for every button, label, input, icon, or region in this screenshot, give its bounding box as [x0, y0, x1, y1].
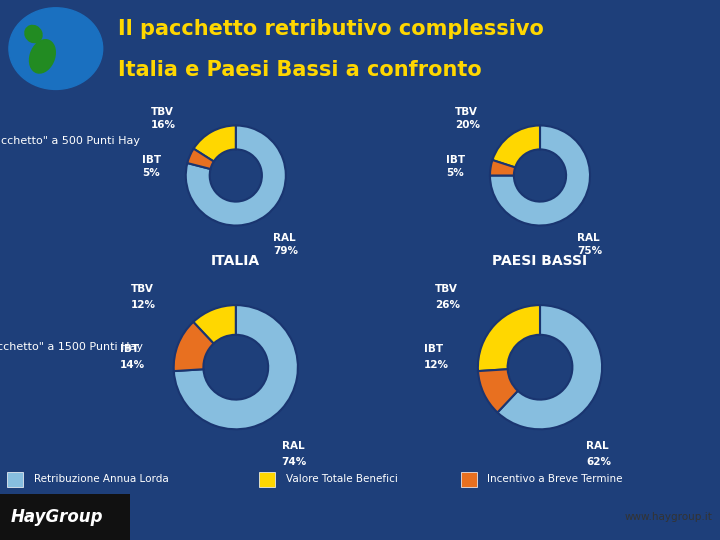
Text: TBV: TBV	[130, 284, 153, 294]
Text: Il pacchetto retributivo complessivo: Il pacchetto retributivo complessivo	[117, 19, 544, 39]
Text: IBT: IBT	[143, 154, 161, 165]
Text: 5%: 5%	[143, 168, 160, 178]
Wedge shape	[174, 322, 214, 371]
FancyBboxPatch shape	[7, 472, 23, 487]
Text: RAL: RAL	[586, 441, 608, 451]
Text: 20%: 20%	[455, 120, 480, 130]
Text: ITALIA: ITALIA	[211, 254, 261, 267]
Text: 12%: 12%	[130, 300, 156, 310]
Wedge shape	[490, 125, 590, 226]
Text: IBT: IBT	[446, 154, 466, 165]
Text: RAL: RAL	[577, 233, 600, 243]
Wedge shape	[186, 125, 286, 226]
Wedge shape	[187, 148, 214, 169]
Text: Il "pacchetto" a 500 Punti Hay: Il "pacchetto" a 500 Punti Hay	[0, 136, 140, 146]
Text: Italia e Paesi Bassi a confronto: Italia e Paesi Bassi a confronto	[117, 60, 482, 80]
Text: 26%: 26%	[435, 300, 459, 310]
Text: PAESI BASSI: PAESI BASSI	[492, 254, 588, 267]
Text: Il "pacchetto" a 1500 Punti Hay: Il "pacchetto" a 1500 Punti Hay	[0, 342, 143, 352]
Wedge shape	[492, 125, 540, 167]
Text: RAL: RAL	[282, 441, 305, 451]
Text: 14%: 14%	[120, 360, 145, 370]
Wedge shape	[174, 305, 298, 429]
Text: TBV: TBV	[435, 284, 458, 294]
Text: TBV: TBV	[455, 107, 478, 117]
Wedge shape	[194, 125, 236, 161]
FancyBboxPatch shape	[259, 472, 275, 487]
Wedge shape	[498, 305, 602, 429]
Ellipse shape	[30, 40, 55, 73]
Wedge shape	[478, 305, 540, 371]
Wedge shape	[490, 160, 516, 176]
Text: 5%: 5%	[446, 168, 464, 178]
Text: 16%: 16%	[151, 120, 176, 130]
Text: Retribuzione Annua Lorda: Retribuzione Annua Lorda	[34, 474, 168, 484]
Text: HayGroup: HayGroup	[11, 508, 103, 526]
Text: 75%: 75%	[577, 246, 602, 256]
Text: Valore Totale Benefici: Valore Totale Benefici	[286, 474, 397, 484]
Text: IBT: IBT	[120, 343, 139, 354]
Wedge shape	[478, 369, 518, 413]
Ellipse shape	[25, 25, 42, 43]
Text: RAL: RAL	[273, 233, 295, 243]
Circle shape	[9, 8, 103, 90]
FancyBboxPatch shape	[0, 494, 130, 540]
Text: IBT: IBT	[424, 343, 443, 354]
Text: TBV: TBV	[151, 107, 174, 117]
Text: 79%: 79%	[273, 246, 298, 256]
Text: Incentivo a Breve Termine: Incentivo a Breve Termine	[487, 474, 623, 484]
Text: 74%: 74%	[282, 457, 307, 467]
Wedge shape	[193, 305, 236, 343]
Text: 62%: 62%	[586, 457, 611, 467]
Text: www.haygroup.it: www.haygroup.it	[625, 512, 713, 522]
FancyBboxPatch shape	[461, 472, 477, 487]
Text: 12%: 12%	[424, 360, 449, 370]
